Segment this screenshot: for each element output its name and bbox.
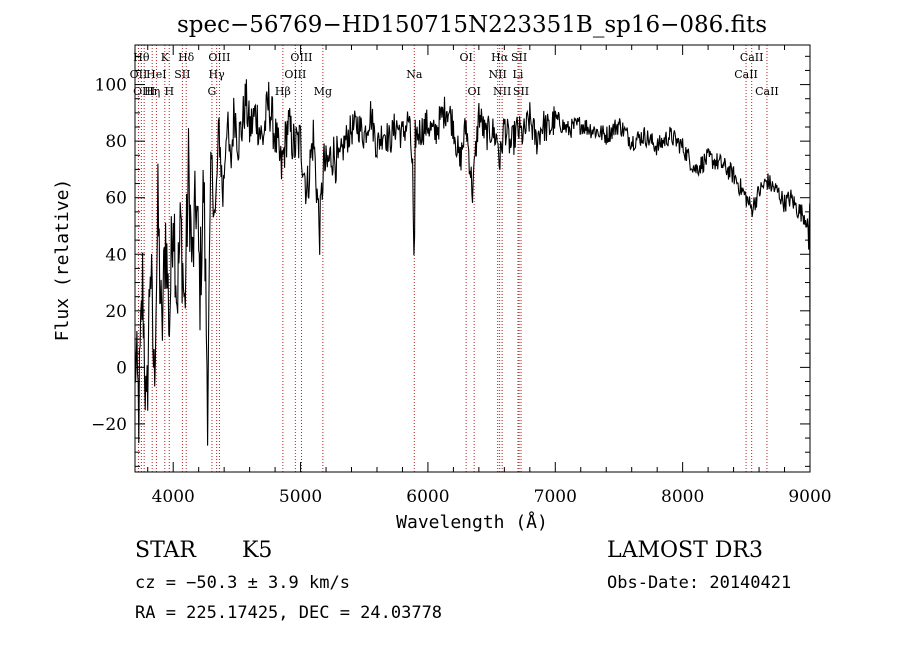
spectral-line-label: NII [493,85,511,98]
spectral-line-label: OIII [133,85,155,98]
x-tick-label: 7000 [534,487,577,507]
spectral-line-label: OIII [284,68,306,81]
spectrum-series [134,79,811,446]
x-axis-label: Wavelength (Å) [396,511,548,533]
object-subclass: K5 [242,538,273,563]
spectral-line-label: H [164,85,174,98]
spectral-line-label: OII [130,68,148,81]
y-tick-label: 40 [105,245,127,265]
spectral-line-label: Hδ [178,51,195,64]
observation-date: Obs-Date: 20140421 [607,573,792,593]
x-tick-label: 6000 [406,487,449,507]
spectral-line-label: G [208,85,217,98]
spectral-line-label: K [161,51,170,64]
spectral-line-label: HeI [146,68,166,81]
spectral-line-labels: HθOIIOIIIHηHeIKHSIIHδGHγOIIIHβOIIIOIIIMg… [130,51,779,98]
y-tick-label: 100 [95,76,127,96]
spectral-line-label: CaII [755,85,779,98]
spectral-line-label: Hη [144,85,160,98]
spectral-line-label: OIII [290,51,312,64]
x-tick-label: 5000 [279,487,322,507]
spectrum-chart: spec−56769−HD150715N223351B_sp16−086.fit… [52,12,832,533]
survey-name: LAMOST DR3 [607,538,763,563]
spectral-line-label: Mg [314,85,332,98]
spectral-line-label: Hθ [133,51,150,64]
spectral-line-label: Na [406,68,423,81]
y-tick-label: 80 [105,132,127,152]
spectral-line-label: CaII [740,51,764,64]
coordinates-info: RA = 225.17425, DEC = 24.03778 [135,603,443,623]
y-tick-label: 0 [116,358,127,378]
spectral-line-label: Hβ [275,85,291,98]
spectral-line-label: Hγ [209,68,226,81]
redshift-info: cz = −50.3 ± 3.9 km/s [135,573,350,593]
spectral-line-label: SII [174,68,190,81]
spectral-line-label: NII [489,68,507,81]
x-tick-label: 9000 [788,487,831,507]
spectral-line-label: SII [513,85,529,98]
spectral-line-label: OI [459,51,472,64]
y-tick-label: −20 [91,415,127,435]
object-type: STAR [135,538,196,563]
spectral-line-label: Li [513,68,524,81]
spectrum-line [134,79,811,446]
y-tick-label: 60 [105,189,127,209]
y-axis: −20 0 20 40 60 80 100 [91,55,810,467]
y-tick-label: 20 [105,302,127,322]
x-tick-label: 4000 [152,487,195,507]
chart-title: spec−56769−HD150715N223351B_sp16−086.fit… [177,12,767,38]
spectral-line-markers [137,45,768,472]
spectral-line-label: CaII [734,68,758,81]
plot-frame [134,44,811,473]
spectral-line-label: OIII [208,51,230,64]
y-axis-label: Flux (relative) [52,179,73,342]
x-tick-label: 8000 [661,487,704,507]
x-axis: 4000 5000 6000 7000 8000 9000 [147,45,832,507]
spectral-line-label: Hα [491,51,509,64]
spectral-line-label: SII [511,51,527,64]
spectral-line-label: OI [467,85,480,98]
